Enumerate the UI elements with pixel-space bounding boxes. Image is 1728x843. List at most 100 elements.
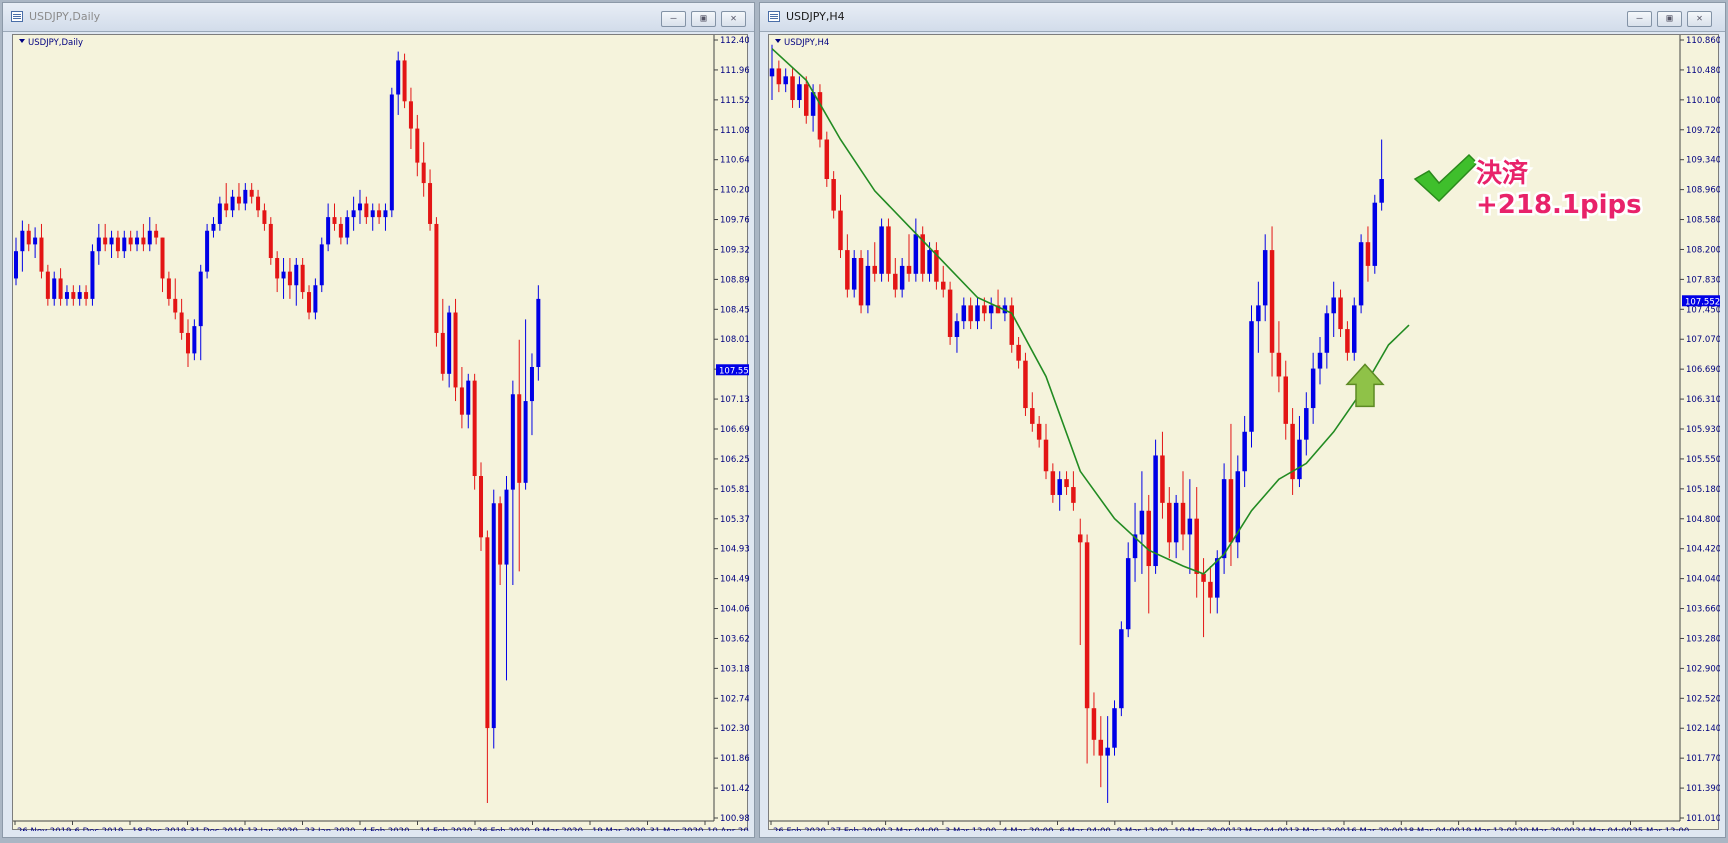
candle-body [198, 271, 203, 327]
candle-body [249, 189, 254, 197]
candle-body [230, 196, 235, 211]
daily-chart-area[interactable]: USDJPY,Daily 112.400 111.960 111.520 111.080… [12, 34, 749, 831]
time-tick-label: 26 Feb 2020 [477, 827, 530, 831]
price-tick-label: 105.810 [720, 485, 749, 495]
close-button[interactable]: ✕ [1687, 11, 1712, 27]
candle-body [103, 237, 108, 245]
annotation-pips-label: +218.1pips [1476, 190, 1642, 220]
candle-body [1242, 431, 1247, 472]
candle-body [20, 230, 25, 252]
candle-body [1119, 629, 1124, 709]
time-tick-label: 4 Mar 20:00 [1002, 827, 1053, 831]
candle-body [1324, 313, 1330, 353]
candle-body [466, 380, 471, 415]
candle-body [90, 251, 95, 299]
candle-body [491, 503, 496, 729]
candle-body [1057, 479, 1062, 495]
price-tick-label: 107.070 [1686, 335, 1720, 345]
candle-body [1297, 439, 1302, 480]
candle-body [941, 281, 946, 290]
price-tick-label: 111.960 [720, 66, 749, 76]
candle-body [307, 292, 312, 313]
price-tick-label: 104.040 [1686, 575, 1720, 585]
candle-body [1098, 739, 1104, 756]
price-tick-label: 104.420 [1686, 545, 1720, 555]
candle-body [122, 237, 127, 252]
price-tick-label: 103.280 [1686, 634, 1720, 644]
price-tick-label: 104.490 [720, 575, 749, 585]
dropdown-triangle-icon [19, 39, 25, 43]
candle-body [192, 326, 197, 354]
price-tick-label: 109.720 [1686, 126, 1720, 136]
time-tick-label: 14 Feb 2020 [420, 827, 473, 831]
candle-body [1167, 502, 1172, 543]
minimize-button[interactable]: – [661, 11, 686, 27]
time-tick-label: 25 Mar 12:00 [1633, 827, 1690, 831]
daily-chart-window[interactable]: USDJPY,Daily – ▣ ✕ USDJPY,Daily 112.400 11… [2, 2, 755, 838]
price-tick-label: 100.980 [720, 814, 749, 824]
candle-body [1030, 408, 1035, 424]
price-tick-label: 102.900 [1686, 664, 1720, 674]
candle-body [357, 203, 362, 211]
chart-symbol-label: USDJPY,H4 [784, 38, 829, 48]
candle-body [402, 60, 407, 102]
chart-window-icon [768, 11, 780, 22]
candle-body [906, 265, 912, 274]
daily-candlestick-chart[interactable]: USDJPY,Daily 112.400 111.960 111.520 111.080… [13, 35, 749, 831]
time-tick-label: 13 Mar 12:00 [1289, 827, 1346, 831]
daily-window-titlebar[interactable]: USDJPY,Daily – ▣ ✕ [3, 3, 754, 32]
h4-chart-window[interactable]: USDJPY,H4 – ▣ ✕ USDJPY,H4 110.860 110.480 1… [759, 2, 1726, 838]
price-tick-label: 112.400 [720, 36, 749, 46]
candle-body [536, 298, 541, 368]
candle-body [268, 223, 273, 259]
close-button[interactable]: ✕ [721, 11, 746, 27]
candle-body [364, 203, 369, 218]
candle-body [1023, 360, 1028, 409]
candle-body [472, 380, 477, 477]
candle-body [968, 305, 973, 322]
h4-window-titlebar[interactable]: USDJPY,H4 – ▣ ✕ [760, 3, 1725, 32]
h4-candlestick-chart[interactable]: USDJPY,H4 110.860 110.480 110.100 109.720 109… [769, 35, 1720, 831]
candle-body [1208, 581, 1213, 598]
candle-body [1132, 534, 1138, 559]
candle-body [975, 305, 980, 322]
price-tick-label: 106.690 [720, 425, 749, 435]
candle-body [1290, 423, 1295, 480]
candle-body [804, 84, 809, 116]
candle-body [1269, 250, 1275, 353]
time-tick-label: 26 Nov 2019 [17, 827, 71, 831]
candle-body [1365, 242, 1371, 266]
candle-body [1125, 558, 1131, 630]
candle-body [77, 292, 82, 299]
candle-body [294, 264, 299, 286]
candle-body [128, 237, 133, 245]
time-tick-label: 3 Mar 12:00 [945, 827, 996, 831]
candle-body [1228, 479, 1234, 543]
minimize-button[interactable]: – [1627, 11, 1652, 27]
candle-body [1009, 305, 1014, 345]
price-tick-label: 107.130 [720, 395, 749, 405]
price-tick-label: 107.450 [1686, 305, 1720, 315]
candle-body [1304, 408, 1309, 440]
candle-body [776, 68, 782, 85]
candle-body [332, 217, 337, 224]
candle-body [1078, 534, 1083, 543]
h4-chart-area[interactable]: USDJPY,H4 110.860 110.480 110.100 109.720 109… [768, 34, 1720, 831]
time-tick-label: 10 Apr 2020 [707, 827, 749, 831]
candle-body [817, 92, 823, 140]
price-tick-label: 111.080 [720, 126, 749, 136]
candle-body [1016, 344, 1021, 361]
time-tick-label: 10 Mar 20:00 [1174, 827, 1231, 831]
time-tick-label: 9 Mar 2020 [535, 827, 583, 831]
restore-button[interactable]: ▣ [1657, 11, 1682, 27]
price-tick-label: 102.140 [1686, 724, 1720, 734]
candle-body [1310, 368, 1316, 409]
candle-body [851, 257, 857, 290]
price-tick-label: 101.860 [720, 754, 749, 764]
candle-body [886, 226, 891, 274]
price-tick-label: 108.200 [1686, 245, 1720, 255]
candle-body [428, 183, 433, 224]
current-price-label: 107.552 [1685, 297, 1720, 307]
candle-body [421, 162, 426, 184]
restore-button[interactable]: ▣ [691, 11, 716, 27]
